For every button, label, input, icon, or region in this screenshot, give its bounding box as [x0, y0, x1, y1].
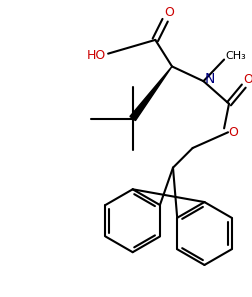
- Text: O: O: [243, 73, 252, 86]
- Text: CH₃: CH₃: [226, 50, 246, 61]
- Text: O: O: [228, 126, 238, 139]
- Text: N: N: [204, 72, 214, 86]
- Polygon shape: [130, 67, 172, 121]
- Text: HO: HO: [87, 49, 106, 62]
- Text: O: O: [164, 6, 174, 19]
